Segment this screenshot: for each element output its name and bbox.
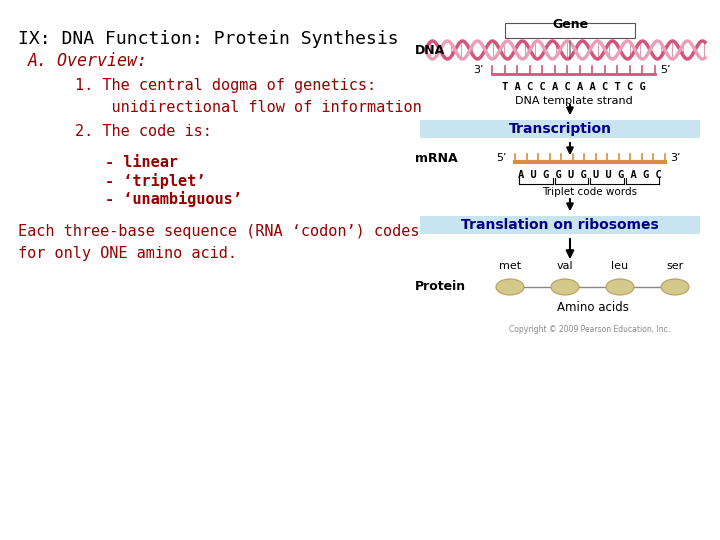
Text: leu: leu [611,261,629,271]
Text: DNA: DNA [415,44,445,57]
Text: - ‘unambiguous’: - ‘unambiguous’ [105,191,242,207]
Text: 5’: 5’ [660,65,670,75]
Text: Triplet code words: Triplet code words [542,187,638,197]
Text: 3’: 3’ [474,65,484,75]
Text: 3’: 3’ [670,153,680,163]
Text: 1. The central dogma of genetics:
    unidirectional flow of information: 1. The central dogma of genetics: unidir… [75,78,422,115]
Text: Protein: Protein [415,280,466,294]
Text: mRNA: mRNA [415,152,458,165]
Text: Transcription: Transcription [508,122,611,136]
Text: Translation on ribosomes: Translation on ribosomes [461,218,659,232]
Text: - ‘triplet’: - ‘triplet’ [105,173,205,189]
Ellipse shape [496,279,524,295]
Text: Each three-base sequence (RNA ‘codon’) codes
for only ONE amino acid.: Each three-base sequence (RNA ‘codon’) c… [18,224,420,261]
Ellipse shape [551,279,579,295]
Text: IX: DNA Function: Protein Synthesis: IX: DNA Function: Protein Synthesis [18,30,399,48]
Text: DNA template strand: DNA template strand [515,96,632,106]
Text: val: val [557,261,573,271]
Ellipse shape [606,279,634,295]
Text: Copyright © 2009 Pearson Education, Inc.: Copyright © 2009 Pearson Education, Inc. [510,325,670,334]
Text: met: met [499,261,521,271]
FancyBboxPatch shape [420,216,700,234]
Text: - linear: - linear [105,155,178,170]
Ellipse shape [661,279,689,295]
Text: T A C C A C A A C T C G: T A C C A C A A C T C G [502,82,645,92]
Text: ser: ser [667,261,683,271]
Text: 2. The code is:: 2. The code is: [75,124,212,139]
Text: A. Overview:: A. Overview: [28,52,148,70]
Text: A U G G U G U U G A G C: A U G G U G U U G A G C [518,170,662,180]
Text: Amino acids: Amino acids [557,301,629,314]
Text: 5’: 5’ [497,153,507,163]
FancyBboxPatch shape [420,120,700,138]
Text: Gene: Gene [552,18,588,31]
